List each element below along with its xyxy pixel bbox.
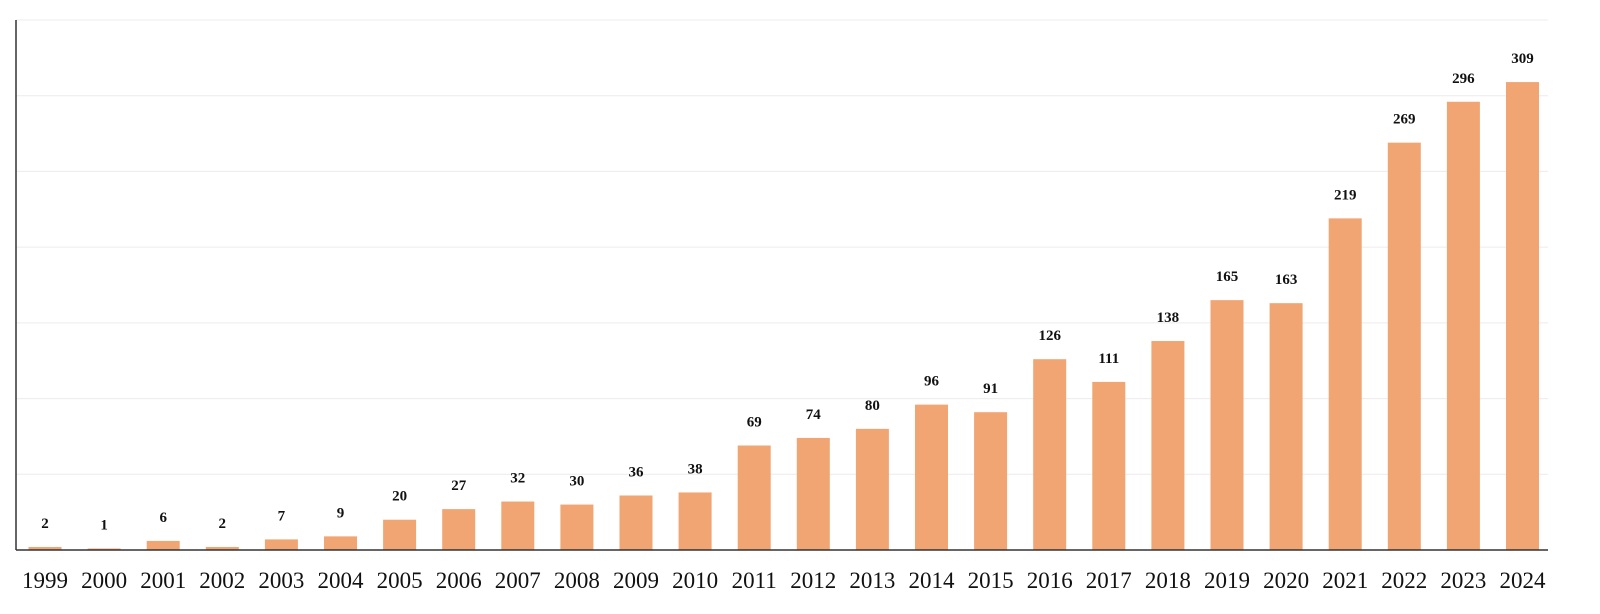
x-tick-label-2011: 2011 [732,568,777,593]
bar-2018 [1151,341,1185,550]
data-label-2018: 138 [1157,310,1180,326]
x-tick-label-2007: 2007 [495,568,541,593]
x-tick-label-2013: 2013 [849,568,895,593]
data-label-2002: 2 [219,516,227,532]
x-tick-label-2018: 2018 [1145,568,1191,593]
data-label-2021: 219 [1334,187,1357,203]
data-label-2006: 27 [451,478,467,494]
bar-2020 [1269,303,1303,550]
bar-2011 [737,445,771,550]
x-tick-label-2015: 2015 [968,568,1014,593]
bar-2012 [796,437,830,550]
bar-2000 [87,548,121,550]
bar-2021 [1328,218,1362,550]
x-tick-label-2020: 2020 [1263,568,1309,593]
bar-2002 [205,546,239,550]
data-label-2011: 69 [747,415,762,431]
bar-2022 [1387,142,1421,550]
data-label-2016: 126 [1038,328,1061,344]
data-label-2022: 269 [1393,112,1416,128]
data-label-2017: 111 [1098,351,1119,367]
x-tick-label-2014: 2014 [909,568,956,593]
bar-2017 [1092,381,1126,550]
data-label-2003: 7 [278,508,286,524]
x-tick-label-2000: 2000 [81,568,127,593]
bar-2010 [678,492,712,550]
x-tick-label-2001: 2001 [140,568,186,593]
grid-lines [16,19,1548,475]
data-label-2007: 32 [510,471,525,487]
x-tick-label-2017: 2017 [1086,568,1132,593]
data-label-2014: 96 [924,374,940,390]
data-label-2019: 165 [1216,269,1239,285]
bars [28,82,1539,551]
data-label-2012: 74 [806,407,822,423]
x-tick-label-2021: 2021 [1322,568,1368,593]
data-label-2001: 6 [159,510,167,526]
bar-2024 [1506,82,1539,550]
x-tick-label-2002: 2002 [199,568,245,593]
bar-2023 [1446,101,1480,551]
data-label-2008: 30 [569,474,584,490]
bar-2001 [146,540,180,550]
data-label-2005: 20 [392,489,407,505]
x-tick-label-2023: 2023 [1440,568,1486,593]
x-tick-label-2016: 2016 [1027,568,1073,593]
bar-2004 [324,536,357,550]
data-label-2004: 9 [337,505,345,521]
data-label-2000: 1 [100,517,108,533]
x-tick-labels: 1999 2000 2001 2002 2003 2004 2005 2006 2007 2008… [22,568,1546,593]
bar-2005 [383,519,417,550]
data-label-2009: 36 [629,464,645,480]
x-tick-label-2012: 2012 [790,568,836,593]
x-tick-label-2010: 2010 [672,568,718,593]
x-tick-label-2004: 2004 [318,568,365,593]
x-tick-label-2022: 2022 [1381,568,1427,593]
x-tick-label-2006: 2006 [436,568,482,593]
bar-2013 [855,428,889,550]
bar-2007 [501,501,535,550]
bar-2015 [974,412,1008,550]
bar-2014 [915,404,948,550]
data-label-2013: 80 [865,398,880,414]
x-tick-label-2009: 2009 [613,568,659,593]
x-tick-label-2008: 2008 [554,568,600,593]
x-tick-label-2003: 2003 [258,568,304,593]
bar-2006 [442,509,476,550]
bar-2019 [1210,300,1244,550]
x-tick-label-2019: 2019 [1204,568,1250,593]
bar-2009 [619,495,653,550]
x-tick-label-1999: 1999 [22,568,68,593]
data-label-1999: 2 [41,516,49,532]
bar-2016 [1033,359,1067,550]
data-label-2024: 309 [1511,51,1534,67]
bar-1999 [28,546,62,550]
bar-2008 [560,504,594,550]
data-label-2023: 296 [1452,71,1475,87]
x-tick-label-2024: 2024 [1500,568,1547,593]
data-label-2010: 38 [688,461,703,477]
x-tick-label-2005: 2005 [377,568,423,593]
bar-2003 [264,539,298,550]
data-label-2020: 163 [1275,272,1298,288]
data-label-2015: 91 [983,381,998,397]
